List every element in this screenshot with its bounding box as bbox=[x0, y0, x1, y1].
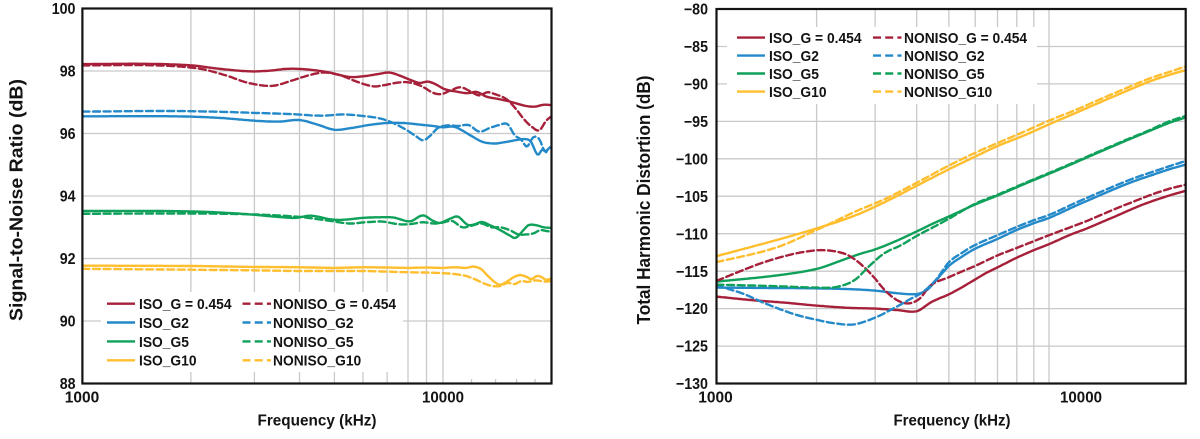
svg-text:−115: −115 bbox=[676, 264, 708, 281]
svg-text:ISO_G5: ISO_G5 bbox=[139, 334, 189, 351]
svg-text:NONISO_G5: NONISO_G5 bbox=[904, 66, 985, 83]
svg-text:90: 90 bbox=[60, 314, 76, 331]
svg-text:−80: −80 bbox=[684, 2, 708, 19]
svg-text:Total Harmonic Distortion (dB): Total Harmonic Distortion (dB) bbox=[634, 76, 654, 325]
svg-text:NONISO_G2: NONISO_G2 bbox=[904, 48, 985, 65]
svg-text:NONISO_G5: NONISO_G5 bbox=[273, 334, 354, 351]
svg-text:−95: −95 bbox=[684, 114, 708, 131]
svg-text:NONISO_G10: NONISO_G10 bbox=[904, 84, 992, 101]
svg-text:10000: 10000 bbox=[1060, 390, 1102, 407]
svg-text:88: 88 bbox=[60, 376, 76, 393]
svg-text:ISO_G10: ISO_G10 bbox=[139, 353, 197, 370]
svg-text:98: 98 bbox=[60, 64, 76, 81]
svg-text:ISO_G5: ISO_G5 bbox=[769, 66, 819, 83]
svg-text:92: 92 bbox=[60, 251, 76, 268]
svg-text:−130: −130 bbox=[676, 376, 708, 393]
svg-text:ISO_G = 0.454: ISO_G = 0.454 bbox=[769, 30, 862, 47]
svg-text:−110: −110 bbox=[676, 226, 708, 243]
svg-text:1000: 1000 bbox=[698, 390, 733, 407]
svg-text:100: 100 bbox=[52, 1, 76, 18]
svg-text:−120: −120 bbox=[676, 301, 708, 318]
svg-text:−85: −85 bbox=[684, 39, 708, 56]
svg-text:NONISO_G = 0.454: NONISO_G = 0.454 bbox=[904, 30, 1028, 47]
svg-text:Frequency (kHz): Frequency (kHz) bbox=[894, 413, 1011, 430]
svg-text:−90: −90 bbox=[684, 77, 708, 94]
svg-text:1000: 1000 bbox=[65, 390, 100, 407]
svg-text:Signal-to-Noise Ratio (dB): Signal-to-Noise Ratio (dB) bbox=[7, 79, 27, 321]
svg-text:NONISO_G2: NONISO_G2 bbox=[273, 315, 354, 332]
svg-text:Frequency (kHz): Frequency (kHz) bbox=[258, 413, 377, 430]
svg-text:ISO_G2: ISO_G2 bbox=[769, 48, 819, 65]
svg-text:NONISO_G = 0.454: NONISO_G = 0.454 bbox=[273, 296, 397, 313]
svg-text:ISO_G2: ISO_G2 bbox=[139, 315, 189, 332]
svg-text:10000: 10000 bbox=[422, 390, 464, 407]
svg-text:ISO_G10: ISO_G10 bbox=[769, 84, 827, 101]
svg-text:94: 94 bbox=[60, 189, 76, 206]
svg-text:96: 96 bbox=[60, 126, 76, 143]
svg-text:−125: −125 bbox=[676, 339, 708, 356]
svg-text:ISO_G = 0.454: ISO_G = 0.454 bbox=[139, 296, 232, 313]
svg-text:−100: −100 bbox=[676, 151, 708, 168]
svg-text:−105: −105 bbox=[676, 189, 708, 206]
svg-text:NONISO_G10: NONISO_G10 bbox=[273, 353, 361, 370]
